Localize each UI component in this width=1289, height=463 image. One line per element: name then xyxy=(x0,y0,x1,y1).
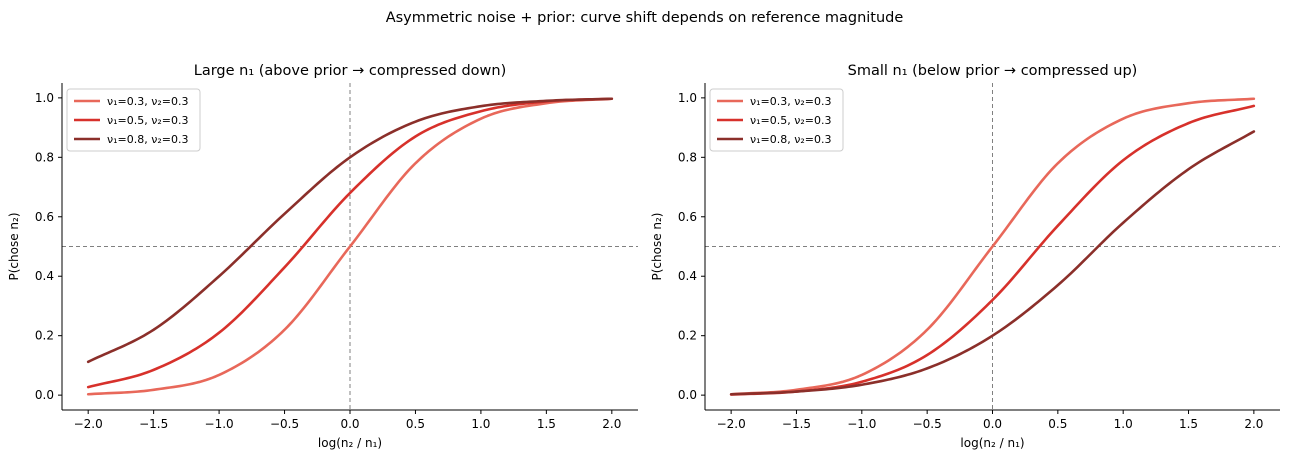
panel-title: Small n₁ (below prior → compressed up) xyxy=(848,63,1138,79)
legend-entry-label: ν₁=0.3, ν₂=0.3 xyxy=(107,95,189,108)
x-tick-label: 0.0 xyxy=(983,417,1002,431)
x-tick-label: −2.0 xyxy=(74,417,103,431)
y-tick-label: 0.2 xyxy=(35,329,54,343)
x-tick-label: 2.0 xyxy=(1244,417,1263,431)
x-axis-label: log(n₂ / n₁) xyxy=(318,436,382,450)
y-tick-label: 0.2 xyxy=(678,329,697,343)
series-line-3 xyxy=(729,130,1256,396)
x-tick-label: −1.5 xyxy=(782,417,811,431)
y-tick-label: 0.4 xyxy=(678,269,697,283)
legend-box xyxy=(66,88,201,152)
x-tick-label: 0.5 xyxy=(1048,417,1067,431)
x-tick-label: 1.5 xyxy=(537,417,556,431)
series-line-3 xyxy=(86,97,614,364)
x-tick-label: −2.0 xyxy=(717,417,746,431)
x-tick-label: 0.5 xyxy=(406,417,425,431)
panel-small-n1: Small n₁ (below prior → compressed up) −2… xyxy=(650,63,1280,450)
legend-entry-label: ν₁=0.5, ν₂=0.3 xyxy=(107,114,189,127)
y-tick-label: 0.6 xyxy=(678,210,697,224)
x-tick-label: 1.5 xyxy=(1179,417,1198,431)
legend-entry-label: ν₁=0.8, ν₂=0.3 xyxy=(750,133,832,146)
series-line-1 xyxy=(86,97,614,396)
y-tick-label: 0.6 xyxy=(35,210,54,224)
y-tick-label: 0.8 xyxy=(35,150,54,164)
x-tick-label: 0.0 xyxy=(340,417,359,431)
legend-entry-label: ν₁=0.3, ν₂=0.3 xyxy=(750,95,832,108)
panel-title: Large n₁ (above prior → compressed down) xyxy=(194,63,507,79)
x-tick-label: −1.5 xyxy=(139,417,168,431)
x-tick-label: −0.5 xyxy=(270,417,299,431)
legend-box xyxy=(709,88,844,152)
series-line-2 xyxy=(86,97,614,389)
y-tick-label: 0.8 xyxy=(678,150,697,164)
y-tick-label: 0.0 xyxy=(35,388,54,402)
legend-entry-label: ν₁=0.8, ν₂=0.3 xyxy=(107,133,189,146)
panel-large-n1: Large n₁ (above prior → compressed down)… xyxy=(7,63,638,450)
y-tick-label: 1.0 xyxy=(678,91,697,105)
y-axis-label: P(chose n₂) xyxy=(7,212,21,280)
x-tick-label: 1.0 xyxy=(471,417,490,431)
x-tick-label: 2.0 xyxy=(602,417,621,431)
y-tick-label: 0.0 xyxy=(678,388,697,402)
y-axis-label: P(chose n₂) xyxy=(650,212,664,280)
y-tick-label: 0.4 xyxy=(35,269,54,283)
legend-entry-label: ν₁=0.5, ν₂=0.3 xyxy=(750,114,832,127)
x-axis-label: log(n₂ / n₁) xyxy=(960,436,1024,450)
x-tick-label: 1.0 xyxy=(1114,417,1133,431)
x-tick-label: −0.5 xyxy=(913,417,942,431)
y-tick-label: 1.0 xyxy=(35,91,54,105)
figure-suptitle: Asymmetric noise + prior: curve shift de… xyxy=(386,10,904,26)
series-line-1 xyxy=(729,97,1256,396)
x-tick-label: −1.0 xyxy=(847,417,876,431)
x-tick-label: −1.0 xyxy=(205,417,234,431)
